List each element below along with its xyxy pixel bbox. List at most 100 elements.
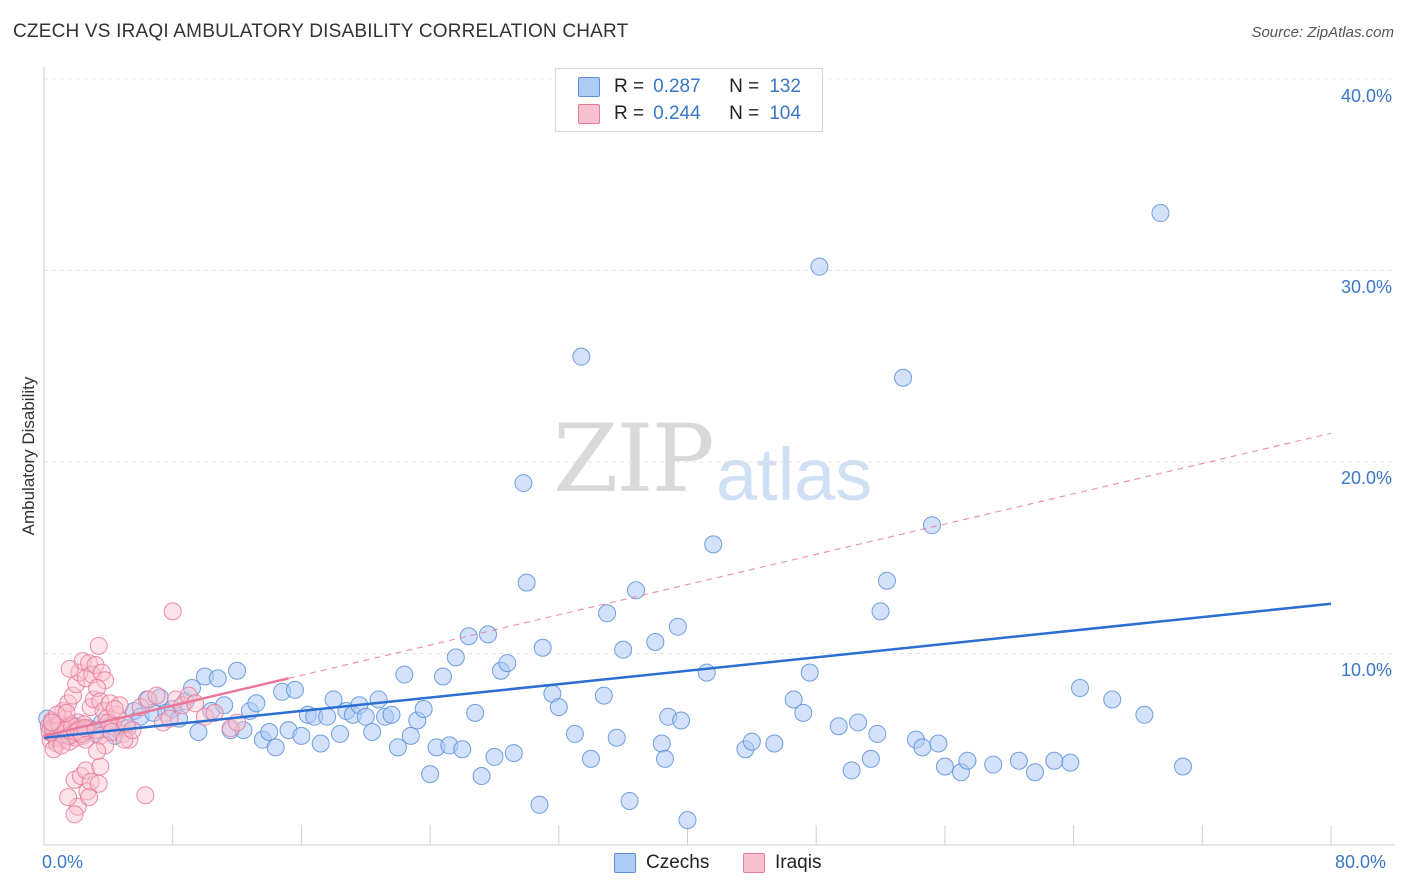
watermark-atlas: atlas [716, 433, 873, 516]
czechs-point [260, 723, 279, 742]
czechs-point [672, 711, 691, 730]
stats-legend-row-czechs: R = 0.287 N = 132 [578, 75, 801, 99]
czechs-point [646, 633, 665, 652]
iraqis-swatch [578, 104, 600, 124]
iraqis-point [89, 774, 108, 793]
iraqis-point [52, 736, 71, 755]
iraqis-point [67, 675, 86, 694]
czechs-point [247, 694, 266, 713]
czechs-point [369, 690, 388, 709]
x-tick-label: 0.0% [42, 852, 84, 872]
iraqis-point [163, 602, 182, 621]
czechs-point [388, 738, 407, 757]
r-label: R = [614, 76, 645, 97]
czechs-point [285, 680, 304, 699]
czechs-point [842, 761, 861, 780]
iraqis-point [120, 730, 139, 749]
legend-item-czechs[interactable]: Czechs [614, 852, 709, 874]
iraqis-point [80, 654, 99, 673]
n-label: N = [729, 76, 760, 97]
legend-item-iraqis[interactable]: Iraqis [743, 852, 821, 874]
iraqis-point [89, 636, 108, 655]
czechs-point [810, 257, 829, 276]
iraqis-point [88, 678, 107, 697]
czechs-point [984, 755, 1003, 774]
czechs-point [1151, 204, 1170, 223]
czechs-point [929, 734, 948, 753]
czechs-point [363, 723, 382, 742]
series-legend: Czechs Iraqis [0, 852, 1406, 876]
czechs-point [1025, 763, 1044, 782]
czechs-point [466, 703, 485, 722]
czechs-point [849, 713, 868, 732]
legend-label: Iraqis [775, 852, 822, 873]
czechs-point [1009, 751, 1028, 770]
czechs-point [498, 654, 517, 673]
iraqis-point [57, 703, 76, 722]
czechs-point [215, 696, 234, 715]
iraqis-point [65, 805, 84, 824]
czechs-point [572, 347, 591, 366]
iraqis-point [205, 703, 224, 722]
czechs-point [765, 734, 784, 753]
czechs-point [923, 516, 942, 535]
czechs-point [1135, 705, 1154, 724]
czechs-swatch [578, 77, 600, 97]
czechs-point [446, 648, 465, 667]
iraqis-point [136, 786, 155, 805]
czechs-point [877, 571, 896, 590]
iraqis-point [80, 788, 99, 807]
czechs-point [913, 738, 932, 757]
czechs-point [794, 703, 813, 722]
iraqis-trend-line [43, 677, 289, 738]
iraqis-point [59, 788, 78, 807]
y-tick-label: 20.0% [1340, 468, 1392, 488]
y-tick-label: 10.0% [1340, 660, 1392, 680]
n-label: N = [729, 103, 760, 124]
czechs-point [504, 744, 523, 763]
stats-legend-row-iraqis: R = 0.244 N = 104 [578, 102, 801, 126]
czechs-point [620, 791, 639, 810]
czechs-point [356, 707, 375, 726]
czechs-point [318, 707, 337, 726]
czechs-point [549, 698, 568, 717]
czechs-point [800, 663, 819, 682]
iraqis-point [63, 686, 82, 705]
czechs-point [958, 751, 977, 770]
czechs-point [655, 749, 674, 768]
y-tick-label: 40.0% [1340, 86, 1392, 106]
czechs-point [704, 535, 723, 554]
czechs-point [1045, 751, 1064, 770]
czechs-point [485, 747, 504, 766]
czechs-point [598, 604, 617, 623]
czechs-point [861, 749, 880, 768]
czechs-point [382, 705, 401, 724]
czechs-point [421, 765, 440, 784]
czechs-point [1103, 690, 1122, 709]
legend-label: Czechs [646, 852, 710, 873]
y-tick-label: 30.0% [1340, 277, 1392, 297]
iraqis-point [147, 686, 166, 705]
stats-legend: R = 0.287 N = 132 R = 0.244 N = 104 [555, 68, 823, 132]
czechs-point [742, 732, 761, 751]
x-tick-label: 80.0% [1335, 852, 1387, 872]
iraqis-point [86, 655, 105, 674]
czechs-point [150, 688, 169, 707]
czechs-legend-swatch [614, 853, 636, 873]
czechs-point [697, 663, 716, 682]
czechs-point [266, 738, 285, 757]
czechs-point [1071, 678, 1090, 697]
czechs-point [453, 740, 472, 759]
czechs-point [292, 726, 311, 745]
czechs-point [627, 581, 646, 600]
czechs-point [533, 638, 552, 657]
czechs-point [472, 767, 491, 786]
czechs-point [1173, 757, 1192, 776]
czechs-point [208, 669, 227, 688]
czechs-point [479, 625, 498, 644]
iraqis-point [88, 742, 107, 761]
czechs-point [433, 667, 452, 686]
iraqis-point [72, 767, 91, 786]
czechs-point [401, 726, 420, 745]
source-label: Source: ZipAtlas.com [1251, 24, 1394, 41]
